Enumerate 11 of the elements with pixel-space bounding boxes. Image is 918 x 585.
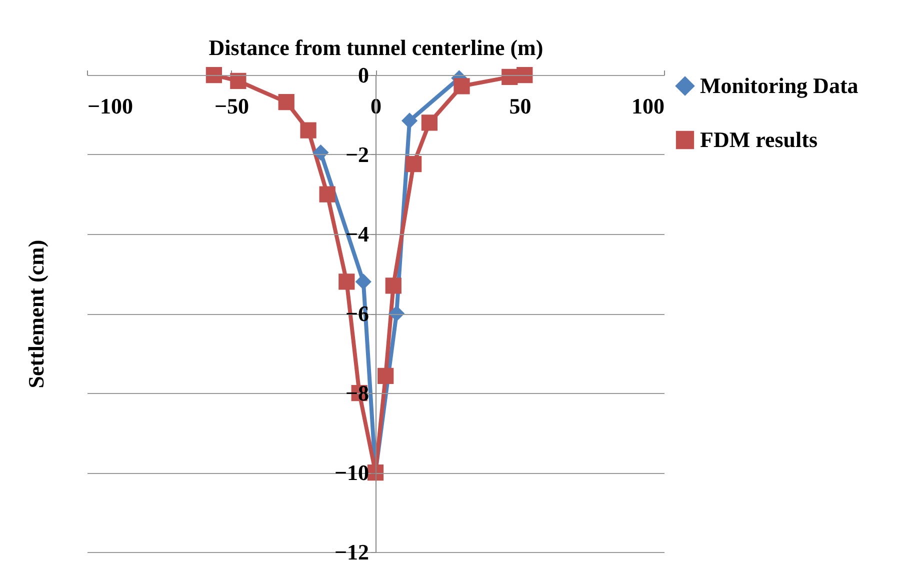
y-tick-label: 0 bbox=[358, 62, 369, 88]
x-tick-label: −100 bbox=[88, 94, 134, 118]
y-tick-label: −2 bbox=[345, 142, 369, 167]
y-tick-label: −12 bbox=[334, 540, 369, 564]
x-tick-label: 100 bbox=[632, 94, 664, 118]
x-axis-title: Distance from tunnel centerline (m) bbox=[208, 35, 544, 60]
legend-label: Monitoring Data bbox=[700, 73, 858, 98]
x-tick-label: 50 bbox=[509, 94, 532, 118]
x-tick-label: −50 bbox=[214, 94, 250, 118]
legend-label: FDM results bbox=[700, 127, 818, 152]
y-axis-title: Settlement (cm) bbox=[24, 240, 48, 388]
